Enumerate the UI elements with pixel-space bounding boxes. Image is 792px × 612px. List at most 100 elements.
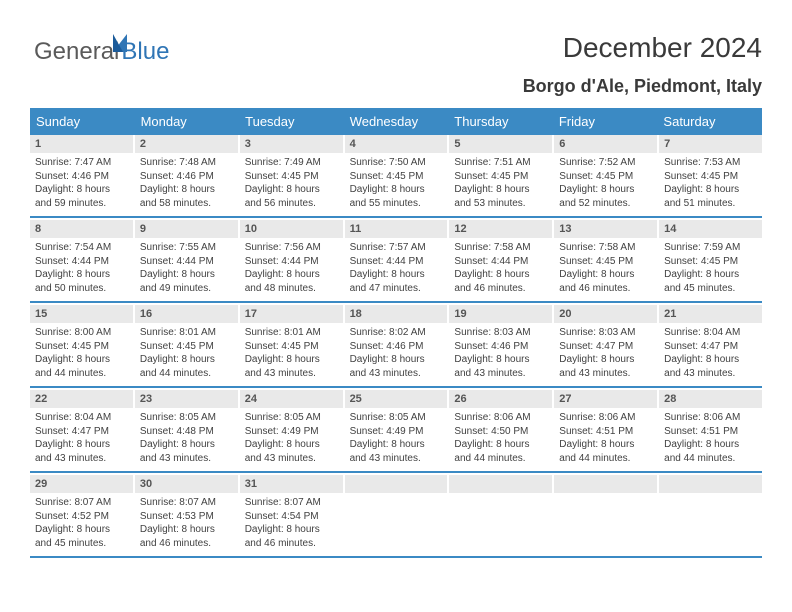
day-number: 31: [240, 475, 343, 493]
page-title: December 2024: [563, 32, 762, 64]
day-number: [345, 475, 448, 493]
day-cell: 22Sunrise: 8:04 AMSunset: 4:47 PMDayligh…: [30, 390, 133, 471]
day-content: [659, 493, 762, 550]
day-cell: 28Sunrise: 8:06 AMSunset: 4:51 PMDayligh…: [659, 390, 762, 471]
header-sun: Sunday: [30, 108, 135, 135]
day-number: 16: [135, 305, 238, 323]
day-cell: [554, 475, 657, 556]
day-cell: 31Sunrise: 8:07 AMSunset: 4:54 PMDayligh…: [240, 475, 343, 556]
day-content: Sunrise: 7:53 AMSunset: 4:45 PMDaylight:…: [659, 153, 762, 216]
day-content: Sunrise: 8:06 AMSunset: 4:51 PMDaylight:…: [554, 408, 657, 471]
day-content: Sunrise: 7:54 AMSunset: 4:44 PMDaylight:…: [30, 238, 133, 301]
day-cell: 8Sunrise: 7:54 AMSunset: 4:44 PMDaylight…: [30, 220, 133, 301]
day-number: 15: [30, 305, 133, 323]
week-row: 1Sunrise: 7:47 AMSunset: 4:46 PMDaylight…: [30, 135, 762, 218]
day-cell: 6Sunrise: 7:52 AMSunset: 4:45 PMDaylight…: [554, 135, 657, 216]
weeks-container: 1Sunrise: 7:47 AMSunset: 4:46 PMDaylight…: [30, 135, 762, 558]
header-mon: Monday: [135, 108, 240, 135]
day-number: 1: [30, 135, 133, 153]
day-content: Sunrise: 7:58 AMSunset: 4:44 PMDaylight:…: [449, 238, 552, 301]
day-number: 5: [449, 135, 552, 153]
header-thu: Thursday: [448, 108, 553, 135]
day-cell: 3Sunrise: 7:49 AMSunset: 4:45 PMDaylight…: [240, 135, 343, 216]
day-cell: 25Sunrise: 8:05 AMSunset: 4:49 PMDayligh…: [345, 390, 448, 471]
day-content: Sunrise: 8:03 AMSunset: 4:47 PMDaylight:…: [554, 323, 657, 386]
day-number: 3: [240, 135, 343, 153]
day-cell: 29Sunrise: 8:07 AMSunset: 4:52 PMDayligh…: [30, 475, 133, 556]
day-number: 29: [30, 475, 133, 493]
day-cell: 15Sunrise: 8:00 AMSunset: 4:45 PMDayligh…: [30, 305, 133, 386]
day-number: 8: [30, 220, 133, 238]
day-content: Sunrise: 7:55 AMSunset: 4:44 PMDaylight:…: [135, 238, 238, 301]
day-content: Sunrise: 8:00 AMSunset: 4:45 PMDaylight:…: [30, 323, 133, 386]
day-number: 9: [135, 220, 238, 238]
day-content: Sunrise: 7:57 AMSunset: 4:44 PMDaylight:…: [345, 238, 448, 301]
day-cell: 10Sunrise: 7:56 AMSunset: 4:44 PMDayligh…: [240, 220, 343, 301]
day-cell: 17Sunrise: 8:01 AMSunset: 4:45 PMDayligh…: [240, 305, 343, 386]
day-number: 19: [449, 305, 552, 323]
day-content: Sunrise: 8:01 AMSunset: 4:45 PMDaylight:…: [135, 323, 238, 386]
day-content: Sunrise: 8:02 AMSunset: 4:46 PMDaylight:…: [345, 323, 448, 386]
day-content: Sunrise: 8:07 AMSunset: 4:54 PMDaylight:…: [240, 493, 343, 556]
day-number: 12: [449, 220, 552, 238]
day-number: 20: [554, 305, 657, 323]
day-content: [554, 493, 657, 550]
day-content: Sunrise: 7:50 AMSunset: 4:45 PMDaylight:…: [345, 153, 448, 216]
day-cell: 9Sunrise: 7:55 AMSunset: 4:44 PMDaylight…: [135, 220, 238, 301]
calendar-header-row: Sunday Monday Tuesday Wednesday Thursday…: [30, 108, 762, 135]
day-number: 18: [345, 305, 448, 323]
day-content: Sunrise: 7:48 AMSunset: 4:46 PMDaylight:…: [135, 153, 238, 216]
day-number: [554, 475, 657, 493]
day-cell: 14Sunrise: 7:59 AMSunset: 4:45 PMDayligh…: [659, 220, 762, 301]
day-cell: 26Sunrise: 8:06 AMSunset: 4:50 PMDayligh…: [449, 390, 552, 471]
day-number: 30: [135, 475, 238, 493]
day-content: Sunrise: 7:56 AMSunset: 4:44 PMDaylight:…: [240, 238, 343, 301]
sail-icon: [113, 34, 133, 58]
day-content: Sunrise: 8:04 AMSunset: 4:47 PMDaylight:…: [30, 408, 133, 471]
day-number: 22: [30, 390, 133, 408]
day-content: Sunrise: 8:06 AMSunset: 4:51 PMDaylight:…: [659, 408, 762, 471]
day-number: 26: [449, 390, 552, 408]
day-content: Sunrise: 8:07 AMSunset: 4:53 PMDaylight:…: [135, 493, 238, 556]
week-row: 15Sunrise: 8:00 AMSunset: 4:45 PMDayligh…: [30, 305, 762, 388]
header-fri: Friday: [553, 108, 658, 135]
day-content: Sunrise: 8:05 AMSunset: 4:48 PMDaylight:…: [135, 408, 238, 471]
day-content: Sunrise: 7:47 AMSunset: 4:46 PMDaylight:…: [30, 153, 133, 216]
day-cell: 19Sunrise: 8:03 AMSunset: 4:46 PMDayligh…: [449, 305, 552, 386]
day-content: Sunrise: 8:01 AMSunset: 4:45 PMDaylight:…: [240, 323, 343, 386]
day-cell: 13Sunrise: 7:58 AMSunset: 4:45 PMDayligh…: [554, 220, 657, 301]
day-cell: 23Sunrise: 8:05 AMSunset: 4:48 PMDayligh…: [135, 390, 238, 471]
day-cell: 11Sunrise: 7:57 AMSunset: 4:44 PMDayligh…: [345, 220, 448, 301]
calendar: Sunday Monday Tuesday Wednesday Thursday…: [30, 108, 762, 560]
day-number: [449, 475, 552, 493]
week-row: 22Sunrise: 8:04 AMSunset: 4:47 PMDayligh…: [30, 390, 762, 473]
day-content: Sunrise: 7:58 AMSunset: 4:45 PMDaylight:…: [554, 238, 657, 301]
day-cell: 27Sunrise: 8:06 AMSunset: 4:51 PMDayligh…: [554, 390, 657, 471]
day-number: 24: [240, 390, 343, 408]
day-number: 6: [554, 135, 657, 153]
day-number: 27: [554, 390, 657, 408]
day-content: Sunrise: 7:51 AMSunset: 4:45 PMDaylight:…: [449, 153, 552, 216]
day-cell: 30Sunrise: 8:07 AMSunset: 4:53 PMDayligh…: [135, 475, 238, 556]
day-cell: 7Sunrise: 7:53 AMSunset: 4:45 PMDaylight…: [659, 135, 762, 216]
day-cell: [345, 475, 448, 556]
day-content: Sunrise: 8:07 AMSunset: 4:52 PMDaylight:…: [30, 493, 133, 556]
day-cell: [449, 475, 552, 556]
day-number: 17: [240, 305, 343, 323]
day-number: 25: [345, 390, 448, 408]
day-number: 2: [135, 135, 238, 153]
day-content: Sunrise: 7:49 AMSunset: 4:45 PMDaylight:…: [240, 153, 343, 216]
day-number: 14: [659, 220, 762, 238]
day-content: Sunrise: 8:06 AMSunset: 4:50 PMDaylight:…: [449, 408, 552, 471]
day-content: Sunrise: 7:59 AMSunset: 4:45 PMDaylight:…: [659, 238, 762, 301]
day-cell: 18Sunrise: 8:02 AMSunset: 4:46 PMDayligh…: [345, 305, 448, 386]
location-label: Borgo d'Ale, Piedmont, Italy: [523, 76, 762, 97]
day-cell: 4Sunrise: 7:50 AMSunset: 4:45 PMDaylight…: [345, 135, 448, 216]
day-cell: [659, 475, 762, 556]
day-content: Sunrise: 7:52 AMSunset: 4:45 PMDaylight:…: [554, 153, 657, 216]
header-wed: Wednesday: [344, 108, 449, 135]
day-number: 23: [135, 390, 238, 408]
day-content: Sunrise: 8:05 AMSunset: 4:49 PMDaylight:…: [240, 408, 343, 471]
day-number: 13: [554, 220, 657, 238]
header-sat: Saturday: [657, 108, 762, 135]
